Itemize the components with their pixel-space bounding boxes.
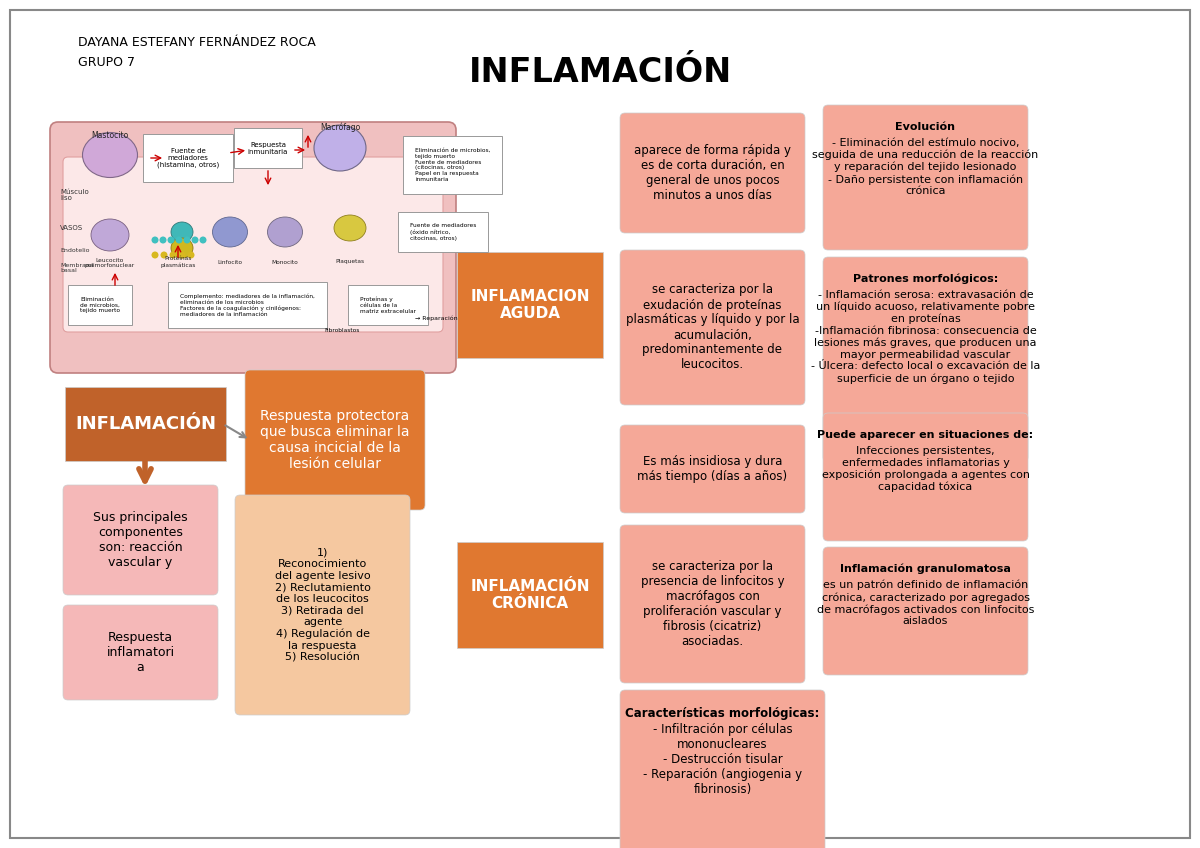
FancyBboxPatch shape <box>65 387 226 461</box>
Text: Proteínas
plasmáticas: Proteínas plasmáticas <box>161 256 196 268</box>
Text: DAYANA ESTEFANY FERNÁNDEZ ROCA: DAYANA ESTEFANY FERNÁNDEZ ROCA <box>78 36 316 48</box>
Text: Plaquetas: Plaquetas <box>336 259 365 265</box>
FancyBboxPatch shape <box>50 122 456 373</box>
Text: Endotelio: Endotelio <box>60 248 90 253</box>
FancyBboxPatch shape <box>620 425 805 513</box>
FancyBboxPatch shape <box>620 250 805 405</box>
Ellipse shape <box>199 237 206 243</box>
Text: Mastocito: Mastocito <box>91 131 128 140</box>
Text: se caracteriza por la
exudación de proteínas
plasmáticas y líquido y por la
acum: se caracteriza por la exudación de prote… <box>625 283 799 371</box>
Text: Características morfológicas:: Características morfológicas: <box>625 707 820 720</box>
Text: Leucocito
polimorfonuclear: Leucocito polimorfonuclear <box>85 258 136 269</box>
Text: Macrófago: Macrófago <box>320 122 360 132</box>
Text: Fuente de mediadores
(óxido nítrico,
citocinas, otros): Fuente de mediadores (óxido nítrico, cit… <box>410 223 476 241</box>
FancyBboxPatch shape <box>620 690 826 848</box>
Text: es un patrón definido de inflamación
crónica, caracterizado por agregados
de mac: es un patrón definido de inflamación cró… <box>817 580 1034 627</box>
Ellipse shape <box>151 252 158 259</box>
FancyBboxPatch shape <box>64 157 443 332</box>
Ellipse shape <box>334 215 366 241</box>
Text: Fuente de
mediadores
(histamina, otros): Fuente de mediadores (histamina, otros) <box>157 148 220 168</box>
Text: Es más insidiosa y dura
más tiempo (días a años): Es más insidiosa y dura más tiempo (días… <box>637 455 787 483</box>
Ellipse shape <box>172 222 193 242</box>
Ellipse shape <box>179 252 186 259</box>
Text: Respuesta
inflamatori
a: Respuesta inflamatori a <box>107 631 174 674</box>
Ellipse shape <box>268 217 302 247</box>
Ellipse shape <box>172 238 193 258</box>
Text: - Infiltración por células
mononucleares
- Destrucción tisular
- Reparación (ang: - Infiltración por células mononucleares… <box>643 723 802 796</box>
Ellipse shape <box>184 237 191 243</box>
Ellipse shape <box>187 252 194 259</box>
Text: Eliminación de microbios,
tejido muerto
Fuente de mediadores
(citocinas, otros)
: Eliminación de microbios, tejido muerto … <box>415 148 491 182</box>
Text: INFLAMACIÓN: INFLAMACIÓN <box>468 55 732 88</box>
Text: Puede aparecer en situaciones de:: Puede aparecer en situaciones de: <box>817 430 1033 440</box>
FancyBboxPatch shape <box>823 547 1028 675</box>
FancyBboxPatch shape <box>457 542 604 648</box>
Text: INFLAMACIÓN
CRÓNICA: INFLAMACIÓN CRÓNICA <box>470 579 589 611</box>
Text: Respuesta
inmunitaria: Respuesta inmunitaria <box>248 142 288 154</box>
Text: VASOS: VASOS <box>60 225 83 231</box>
Ellipse shape <box>169 252 176 259</box>
Ellipse shape <box>314 125 366 171</box>
Text: Músculo
liso: Músculo liso <box>60 188 89 202</box>
Text: - Eliminación del estímulo nocivo,
seguida de una reducción de la reacción
y rep: - Eliminación del estímulo nocivo, segui… <box>812 138 1039 196</box>
Ellipse shape <box>151 237 158 243</box>
Ellipse shape <box>160 237 167 243</box>
FancyBboxPatch shape <box>823 105 1028 250</box>
Text: Membrana
basal: Membrana basal <box>60 263 94 273</box>
Ellipse shape <box>175 237 182 243</box>
FancyBboxPatch shape <box>620 525 805 683</box>
Text: Proteínas y
células de la
matriz extracelular: Proteínas y células de la matriz extrace… <box>360 297 416 314</box>
Text: Eliminación
de microbios,
tejido muerto: Eliminación de microbios, tejido muerto <box>80 297 120 313</box>
Ellipse shape <box>192 237 198 243</box>
Text: Complemento: mediadores de la inflamación,
eliminación de los microbios
Factores: Complemento: mediadores de la inflamació… <box>180 293 314 317</box>
Text: aparece de forma rápida y
es de corta duración, en
general de unos pocos
minutos: aparece de forma rápida y es de corta du… <box>634 144 791 202</box>
FancyBboxPatch shape <box>235 495 410 715</box>
FancyBboxPatch shape <box>64 605 218 700</box>
Text: Respuesta protectora
que busca eliminar la
causa incicial de la
lesión celular: Respuesta protectora que busca eliminar … <box>260 409 409 471</box>
FancyBboxPatch shape <box>457 252 604 358</box>
FancyBboxPatch shape <box>64 485 218 595</box>
Ellipse shape <box>83 132 138 177</box>
Text: → Reparación: → Reparación <box>415 315 457 321</box>
Ellipse shape <box>212 217 247 247</box>
Text: Infecciones persistentes,
enfermedades inflamatorias y
exposición prolongada a a: Infecciones persistentes, enfermedades i… <box>822 446 1030 492</box>
Text: GRUPO 7: GRUPO 7 <box>78 55 134 69</box>
Text: Patrones morfológicos:: Patrones morfológicos: <box>853 274 998 284</box>
Text: - Inflamación serosa: extravasación de
un líquido acuoso, relativamente pobre
en: - Inflamación serosa: extravasación de u… <box>811 290 1040 383</box>
Text: INFLAMACION
AGUDA: INFLAMACION AGUDA <box>470 289 589 321</box>
Text: 1)
Reconocimiento
del agente lesivo
2) Reclutamiento
de los leucocitos
3) Retira: 1) Reconocimiento del agente lesivo 2) R… <box>275 548 371 662</box>
Text: Linfocito: Linfocito <box>217 259 242 265</box>
FancyBboxPatch shape <box>823 413 1028 541</box>
Text: Fibroblastos: Fibroblastos <box>324 327 360 332</box>
Text: Evolución: Evolución <box>895 122 955 132</box>
Text: Sus principales
componentes
son: reacción
vascular y: Sus principales componentes son: reacció… <box>94 511 188 569</box>
FancyBboxPatch shape <box>245 370 425 510</box>
Text: Inflamación granulomatosa: Inflamación granulomatosa <box>840 564 1010 574</box>
FancyBboxPatch shape <box>10 10 1190 838</box>
FancyBboxPatch shape <box>620 113 805 233</box>
Ellipse shape <box>168 237 174 243</box>
Ellipse shape <box>91 219 130 251</box>
FancyBboxPatch shape <box>823 257 1028 462</box>
Text: Monocito: Monocito <box>271 259 299 265</box>
Text: INFLAMACIÓN: INFLAMACIÓN <box>74 415 216 433</box>
Ellipse shape <box>161 252 168 259</box>
Text: se caracteriza por la
presencia de linfocitos y
macrófagos con
proliferación vas: se caracteriza por la presencia de linfo… <box>641 560 785 648</box>
